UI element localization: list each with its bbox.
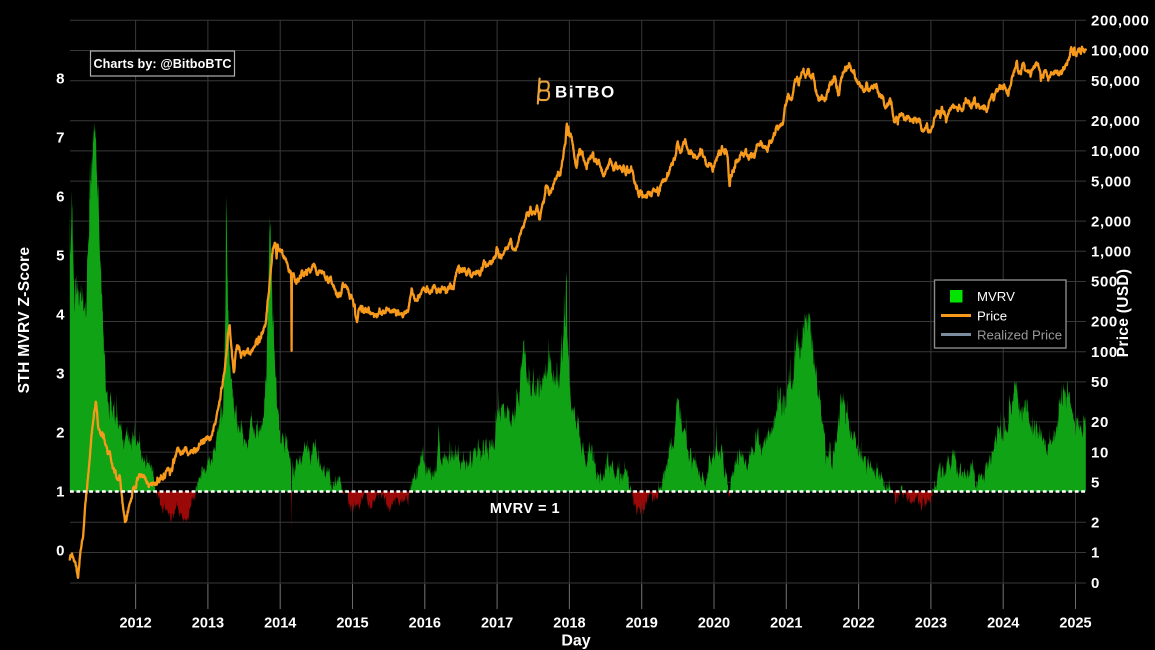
svg-text:2021: 2021 xyxy=(770,616,802,632)
svg-text:3: 3 xyxy=(56,366,64,383)
svg-text:0: 0 xyxy=(56,543,64,560)
svg-text:2024: 2024 xyxy=(987,616,1019,632)
svg-text:2017: 2017 xyxy=(481,616,513,632)
svg-text:10: 10 xyxy=(1091,444,1109,461)
svg-text:100: 100 xyxy=(1091,344,1118,361)
svg-text:2022: 2022 xyxy=(842,616,874,632)
svg-text:200,000: 200,000 xyxy=(1091,13,1149,30)
svg-text:1: 1 xyxy=(56,484,64,501)
svg-text:Day: Day xyxy=(561,633,590,650)
svg-text:7: 7 xyxy=(56,130,64,147)
svg-text:Charts by: @BitboBTC: Charts by: @BitboBTC xyxy=(93,57,231,71)
svg-text:STH MVRV Z-Score: STH MVRV Z-Score xyxy=(16,247,33,394)
svg-text:MVRV: MVRV xyxy=(977,289,1015,304)
svg-text:2: 2 xyxy=(56,425,64,442)
svg-text:5,000: 5,000 xyxy=(1091,173,1132,190)
svg-text:Price (USD): Price (USD) xyxy=(1115,269,1132,358)
svg-text:4: 4 xyxy=(56,307,65,324)
svg-text:100,000: 100,000 xyxy=(1091,43,1149,60)
svg-text:2016: 2016 xyxy=(409,616,441,632)
svg-text:2019: 2019 xyxy=(626,616,658,632)
svg-text:6: 6 xyxy=(56,189,64,206)
svg-text:MVRV = 1: MVRV = 1 xyxy=(490,501,560,517)
svg-text:200: 200 xyxy=(1091,314,1118,331)
svg-text:8: 8 xyxy=(56,71,64,88)
svg-text:Price: Price xyxy=(977,309,1007,324)
svg-text:2,000: 2,000 xyxy=(1091,213,1132,230)
svg-text:50,000: 50,000 xyxy=(1091,73,1140,90)
svg-text:2015: 2015 xyxy=(336,616,368,632)
svg-text:5: 5 xyxy=(1091,475,1100,492)
svg-text:5: 5 xyxy=(56,248,64,265)
svg-text:BiTBO: BiTBO xyxy=(555,83,616,102)
svg-text:2018: 2018 xyxy=(553,616,585,632)
svg-text:1,000: 1,000 xyxy=(1091,244,1132,261)
svg-text:20,000: 20,000 xyxy=(1091,113,1140,130)
svg-text:2025: 2025 xyxy=(1059,616,1091,632)
svg-text:2020: 2020 xyxy=(698,616,730,632)
svg-text:500: 500 xyxy=(1091,274,1118,291)
svg-text:0: 0 xyxy=(1091,575,1100,592)
svg-text:50: 50 xyxy=(1091,374,1109,391)
svg-text:Realized Price: Realized Price xyxy=(977,328,1062,343)
svg-text:10,000: 10,000 xyxy=(1091,143,1140,160)
svg-text:2: 2 xyxy=(1091,515,1100,532)
svg-text:2023: 2023 xyxy=(915,616,947,632)
svg-text:1: 1 xyxy=(1091,545,1100,562)
svg-text:2012: 2012 xyxy=(119,616,151,632)
svg-text:2013: 2013 xyxy=(192,616,224,632)
svg-text:2014: 2014 xyxy=(264,616,296,632)
svg-text:20: 20 xyxy=(1091,414,1109,431)
